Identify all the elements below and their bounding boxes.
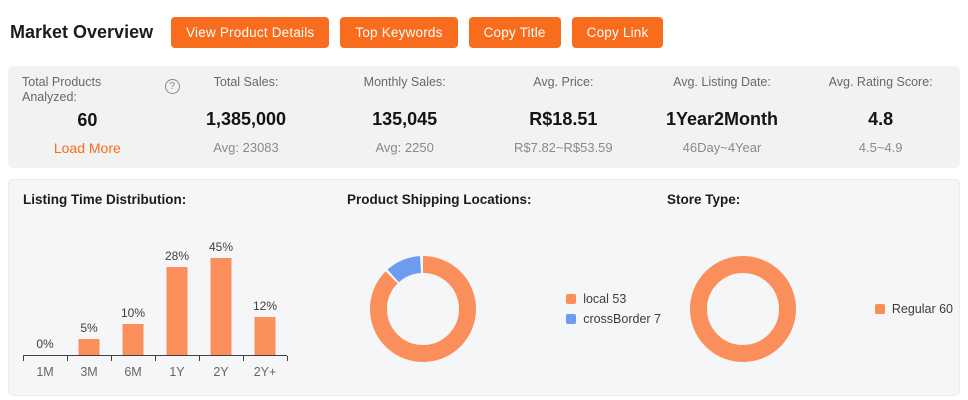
stat-value: 4.8 [868,109,894,129]
monthly-sales-card: Monthly Sales: 135,045 Avg: 2250 [325,74,484,168]
bar-value-label: 45% [208,240,234,254]
legend-label: local 53 [583,292,627,306]
product-shipping-locations-donut [370,256,476,362]
legend-marker-icon [874,304,885,314]
stats-panel: Total Products Analyzed:? 60 Load More Tota… [8,66,960,168]
axis-tick-label-3m: 3M [80,365,98,379]
axis-tick-label-2y: 2Y [213,365,229,379]
copy-title-button[interactable]: Copy Title [468,16,561,48]
axis-tick [243,356,244,361]
bar-slot-2y: 45% [199,226,243,355]
total-products-analyzed-card: Total Products Analyzed:? 60 Load More [8,74,180,168]
bar-2y [210,258,232,355]
axis-tick [199,356,200,361]
stat-sub: Avg: 2250 [375,140,434,155]
bar-6m [122,324,144,355]
bar-value-label: 0% [36,337,54,351]
stat-sub: Avg: 23083 [213,140,279,155]
axis-tick-label-2y: 2Y+ [253,365,277,379]
product-shipping-locations-chart: Product Shipping Locations: local 53 cross… [347,180,667,395]
stat-value: 1Year2Month [665,109,779,129]
stat-sub: 4.5~4.9 [858,140,903,155]
stat-value: R$18.51 [529,109,598,129]
legend-marker-icon [566,294,577,304]
legend: Regular 60 [874,296,953,322]
store-type-chart: Store Type: Regular 60 [667,180,959,395]
donut-row: local 53 crossBorder 7 [347,256,667,362]
axis-tick [287,356,288,361]
bar-plot: 0% 5% 10% 28% 45% 12% [23,226,287,356]
bar-chart: 0% 5% 10% 28% 45% 12% 1M 3M 6M 1Y 2Y 2Y+ [23,226,288,379]
stat-value: 1,385,000 [205,109,287,129]
bar-slot-1m: 0% [23,226,67,355]
avg-price-card: Avg. Price: R$18.51 R$7.82~R$53.59 [484,74,643,168]
avg-listing-date-card: Avg. Listing Date: 1Year2Month 46Day~4Year [643,74,802,168]
bar-3m [78,339,100,355]
axis-tick-label-1y: 1Y [169,365,185,379]
stat-value: 135,045 [372,109,438,129]
donut-segment-crossborder [370,256,476,362]
stat-label: Total Products Analyzed: [22,75,102,104]
top-keywords-button[interactable]: Top Keywords [340,16,458,48]
view-product-details-button[interactable]: View Product Details [171,16,330,48]
axis-labels: 1M 3M 6M 1Y 2Y 2Y+ [23,365,287,379]
total-sales-card: Total Sales: 1,385,000 Avg: 23083 [167,74,326,168]
stat-label: Avg. Listing Date: [673,75,771,89]
bar-slot-2y: 12% [243,226,287,355]
legend: local 53 crossBorder 7 [566,286,661,332]
stat-label: Avg. Rating Score: [828,75,933,89]
avg-rating-score-card: Avg. Rating Score: 4.8 4.5~4.9 [801,74,960,168]
stat-sub: R$7.82~R$53.59 [513,140,613,155]
chart-title: Store Type: [667,192,741,207]
bar-slot-3m: 5% [67,226,111,355]
axis-tick-label-6m: 6M [124,365,142,379]
legend-item-local[interactable]: local 53 [566,292,661,306]
bar-slot-1y: 28% [155,226,199,355]
stat-label: Avg. Price: [533,75,594,89]
stat-label: Total Sales: [213,75,279,89]
copy-link-button[interactable]: Copy Link [571,16,664,48]
bar-2y [254,317,276,355]
bar-slot-6m: 10% [111,226,155,355]
bar-value-label: 12% [252,299,278,313]
load-more-link[interactable]: Load More [53,140,121,156]
header: Market Overview View Product Details Top … [0,0,968,64]
help-icon[interactable]: ? [164,79,180,94]
axis-tick [23,356,24,361]
bar-value-label: 28% [164,249,190,263]
donut-row: Regular 60 [667,256,959,362]
stat-label: Monthly Sales: [363,75,446,89]
chart-title: Product Shipping Locations: [347,192,532,207]
legend-item-crossborder[interactable]: crossBorder 7 [566,312,661,326]
header-buttons: View Product Details Top Keywords Copy Tit… [171,16,674,48]
axis-tick [67,356,68,361]
legend-label: crossBorder 7 [583,312,661,326]
donut-segment-regular [690,256,796,362]
bar-value-label: 5% [80,321,98,335]
listing-time-distribution-chart: Listing Time Distribution: 0% 5% 10% 28% 45% 1… [23,180,347,395]
stat-value: 60 [77,110,98,130]
legend-marker-icon [566,314,577,324]
charts-panel: Listing Time Distribution: 0% 5% 10% 28% 45% 1… [8,179,960,396]
legend-label: Regular 60 [891,302,953,316]
axis-tick [155,356,156,361]
chart-title: Listing Time Distribution: [23,192,187,207]
bar-1y [166,267,188,355]
bar-value-label: 10% [120,306,146,320]
stat-sub: 46Day~4Year [682,140,762,155]
legend-item-regular[interactable]: Regular 60 [874,302,953,316]
donut-segment-local [370,256,476,362]
store-type-donut [690,256,796,362]
axis-tick-label-1m: 1M [36,365,54,379]
page-title: Market Overview [10,21,154,42]
axis-tick [111,356,112,361]
axis-ticks [23,356,288,361]
